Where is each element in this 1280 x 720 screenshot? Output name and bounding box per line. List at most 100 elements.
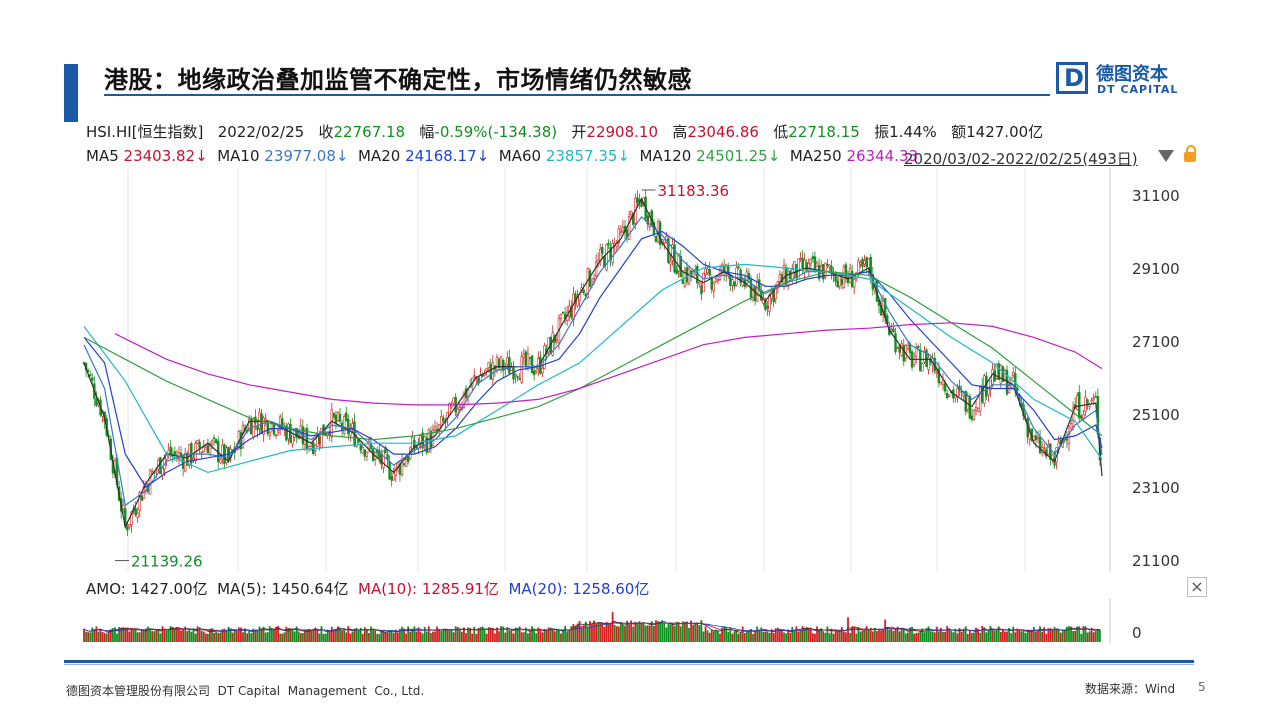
volume-bar xyxy=(593,620,595,642)
volume-bar xyxy=(510,629,513,642)
volume-bar xyxy=(671,622,674,642)
candle-body xyxy=(365,451,369,457)
vol-zero-label: 0 xyxy=(1132,624,1142,642)
volume-bar xyxy=(541,632,544,642)
candle-body xyxy=(88,374,92,376)
volume-bar xyxy=(314,627,317,642)
volume-bar xyxy=(268,626,271,642)
volume-bar xyxy=(1006,631,1008,642)
volume-bar xyxy=(161,626,164,642)
candle-body xyxy=(815,262,819,268)
volume-bar xyxy=(304,629,306,642)
volume-bar xyxy=(599,622,602,642)
volume-bar xyxy=(900,629,903,642)
volume-bar xyxy=(1041,631,1044,642)
volume-bar xyxy=(171,627,174,642)
volume-bar xyxy=(712,631,715,642)
volume-bar xyxy=(714,629,717,642)
candle-body xyxy=(902,344,905,362)
candle-body xyxy=(755,281,759,302)
volume-bar xyxy=(952,632,955,642)
candle-body xyxy=(262,417,265,435)
candle-body xyxy=(675,269,678,275)
candle-body xyxy=(853,278,856,288)
volume-bar xyxy=(964,626,967,642)
candle-body xyxy=(974,407,978,411)
volume-bar xyxy=(977,628,980,642)
volume-bar xyxy=(880,630,882,642)
candle-body xyxy=(636,197,639,204)
volume-bar xyxy=(560,633,562,642)
volume-bar xyxy=(1051,630,1054,642)
volume-bar xyxy=(209,628,211,642)
candle-body xyxy=(363,449,367,457)
volume-bar xyxy=(83,628,85,642)
dropdown-triangle-icon[interactable] xyxy=(1158,150,1174,162)
volume-bar xyxy=(1096,628,1099,642)
volume-bar xyxy=(1072,631,1074,642)
candle-body xyxy=(347,418,350,435)
volume-bar xyxy=(217,632,220,642)
volume-bar xyxy=(430,632,432,642)
volume-bar xyxy=(539,630,542,642)
ma5-label: MA5 xyxy=(86,147,119,165)
candle-body xyxy=(196,440,199,444)
volume-bar xyxy=(531,626,533,642)
volume-bar xyxy=(648,625,651,642)
volume-bar xyxy=(116,633,118,642)
volume-bar xyxy=(781,630,783,642)
volume-bar xyxy=(384,632,387,642)
volume-bar xyxy=(1037,630,1039,642)
volume-bar xyxy=(743,633,746,642)
volume-bar xyxy=(553,631,556,642)
volume-bar xyxy=(937,631,940,642)
candle-body xyxy=(774,284,777,300)
volume-bar xyxy=(469,627,472,642)
volume-bar xyxy=(132,628,135,642)
candle-body xyxy=(1092,397,1095,400)
volume-bar xyxy=(1024,633,1027,642)
volume-bar xyxy=(673,626,676,642)
close-icon[interactable]: × xyxy=(1187,577,1207,597)
candle-body xyxy=(621,226,625,232)
volume-bar xyxy=(601,623,604,642)
candle-body xyxy=(406,456,410,462)
candle-body xyxy=(739,269,742,283)
volume-bar xyxy=(401,626,403,642)
volume-bar xyxy=(820,628,823,642)
volume-bar xyxy=(919,630,922,642)
volume-bar xyxy=(537,627,540,642)
volume-bar xyxy=(555,629,558,642)
lock-icon[interactable] xyxy=(1184,145,1196,162)
volume-bar xyxy=(921,628,924,642)
volume-bar xyxy=(502,626,505,642)
volume-bar xyxy=(419,631,422,642)
candle-body xyxy=(898,345,901,353)
candle-body xyxy=(826,263,829,266)
volume-bar xyxy=(873,627,876,642)
volume-bar xyxy=(365,628,368,642)
volume-bar xyxy=(330,626,333,642)
volume-bar xyxy=(958,627,961,642)
volume-bar xyxy=(442,629,445,642)
volume-bar xyxy=(698,625,701,642)
open-label: 开 xyxy=(571,123,587,141)
volume-bar xyxy=(118,627,121,642)
candle-body xyxy=(223,444,226,464)
volume-bar xyxy=(436,626,438,642)
volume-bar xyxy=(256,630,259,642)
volume-bar xyxy=(923,632,926,642)
candle-body xyxy=(1086,399,1089,404)
volume-bar xyxy=(580,627,583,642)
volume-bar xyxy=(706,630,709,642)
candle-body xyxy=(793,261,796,274)
candle-body xyxy=(704,268,707,275)
volume-bar xyxy=(1049,628,1052,642)
volume-bar xyxy=(99,630,102,642)
low-annotation: 21139.26 xyxy=(131,553,203,571)
ma-line-ma120 xyxy=(83,271,1103,441)
date-range-selector[interactable]: 2020/03/02-2022/02/25(493日) xyxy=(904,150,1138,168)
volume-bar xyxy=(485,633,488,642)
volume-bar xyxy=(653,626,655,642)
volume-bar xyxy=(954,629,957,642)
